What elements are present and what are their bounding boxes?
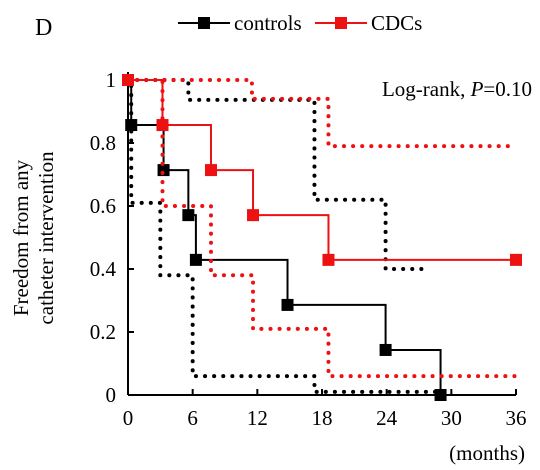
marker <box>434 389 447 401</box>
x-tick-label: 24 <box>376 406 398 430</box>
y-axis-label: Freedom from any <box>9 159 33 316</box>
marker <box>247 209 260 222</box>
x-tick-label: 36 <box>506 406 527 430</box>
marker <box>204 164 217 177</box>
annotation-part: Log-rank, <box>382 77 471 101</box>
annotation-part: =0.10 <box>483 77 532 101</box>
y-tick-label: 0.6 <box>90 194 116 218</box>
y-tick-label: 0.4 <box>90 257 117 281</box>
confidence-band <box>126 78 518 379</box>
marker <box>379 343 392 356</box>
marker <box>510 253 522 266</box>
y-tick-label: 0.2 <box>90 320 116 344</box>
marker <box>125 119 138 132</box>
x-tick-label: 30 <box>441 406 462 430</box>
confidence-band <box>126 78 443 394</box>
marker <box>281 298 294 311</box>
y-axis-label: catheter intervention <box>34 151 58 325</box>
legend-marker <box>198 17 210 29</box>
x-tick-label: 12 <box>247 406 268 430</box>
survival-curve <box>128 79 442 395</box>
annotation: Log-rank, P=0.10 <box>382 77 532 101</box>
legend-label: CDCs <box>371 11 422 35</box>
x-axis-label: (months) <box>449 441 525 465</box>
legend-marker <box>335 17 347 29</box>
y-tick-label: 1 <box>106 68 117 92</box>
marker <box>182 209 195 222</box>
marker <box>122 74 134 86</box>
y-tick-label: 0.8 <box>90 131 116 155</box>
confidence-band <box>126 78 518 149</box>
y-tick-label: 0 <box>106 383 117 407</box>
survival-curve <box>128 79 516 261</box>
panel-label: D <box>35 15 52 41</box>
marker <box>189 253 202 266</box>
x-tick-label: 0 <box>123 406 134 430</box>
marker <box>322 253 335 266</box>
confidence-band <box>126 78 429 271</box>
x-tick-label: 6 <box>187 406 198 430</box>
legend-label: controls <box>234 11 302 35</box>
marker <box>156 119 169 132</box>
annotation-part: P <box>470 77 484 101</box>
x-tick-label: 18 <box>312 406 333 430</box>
